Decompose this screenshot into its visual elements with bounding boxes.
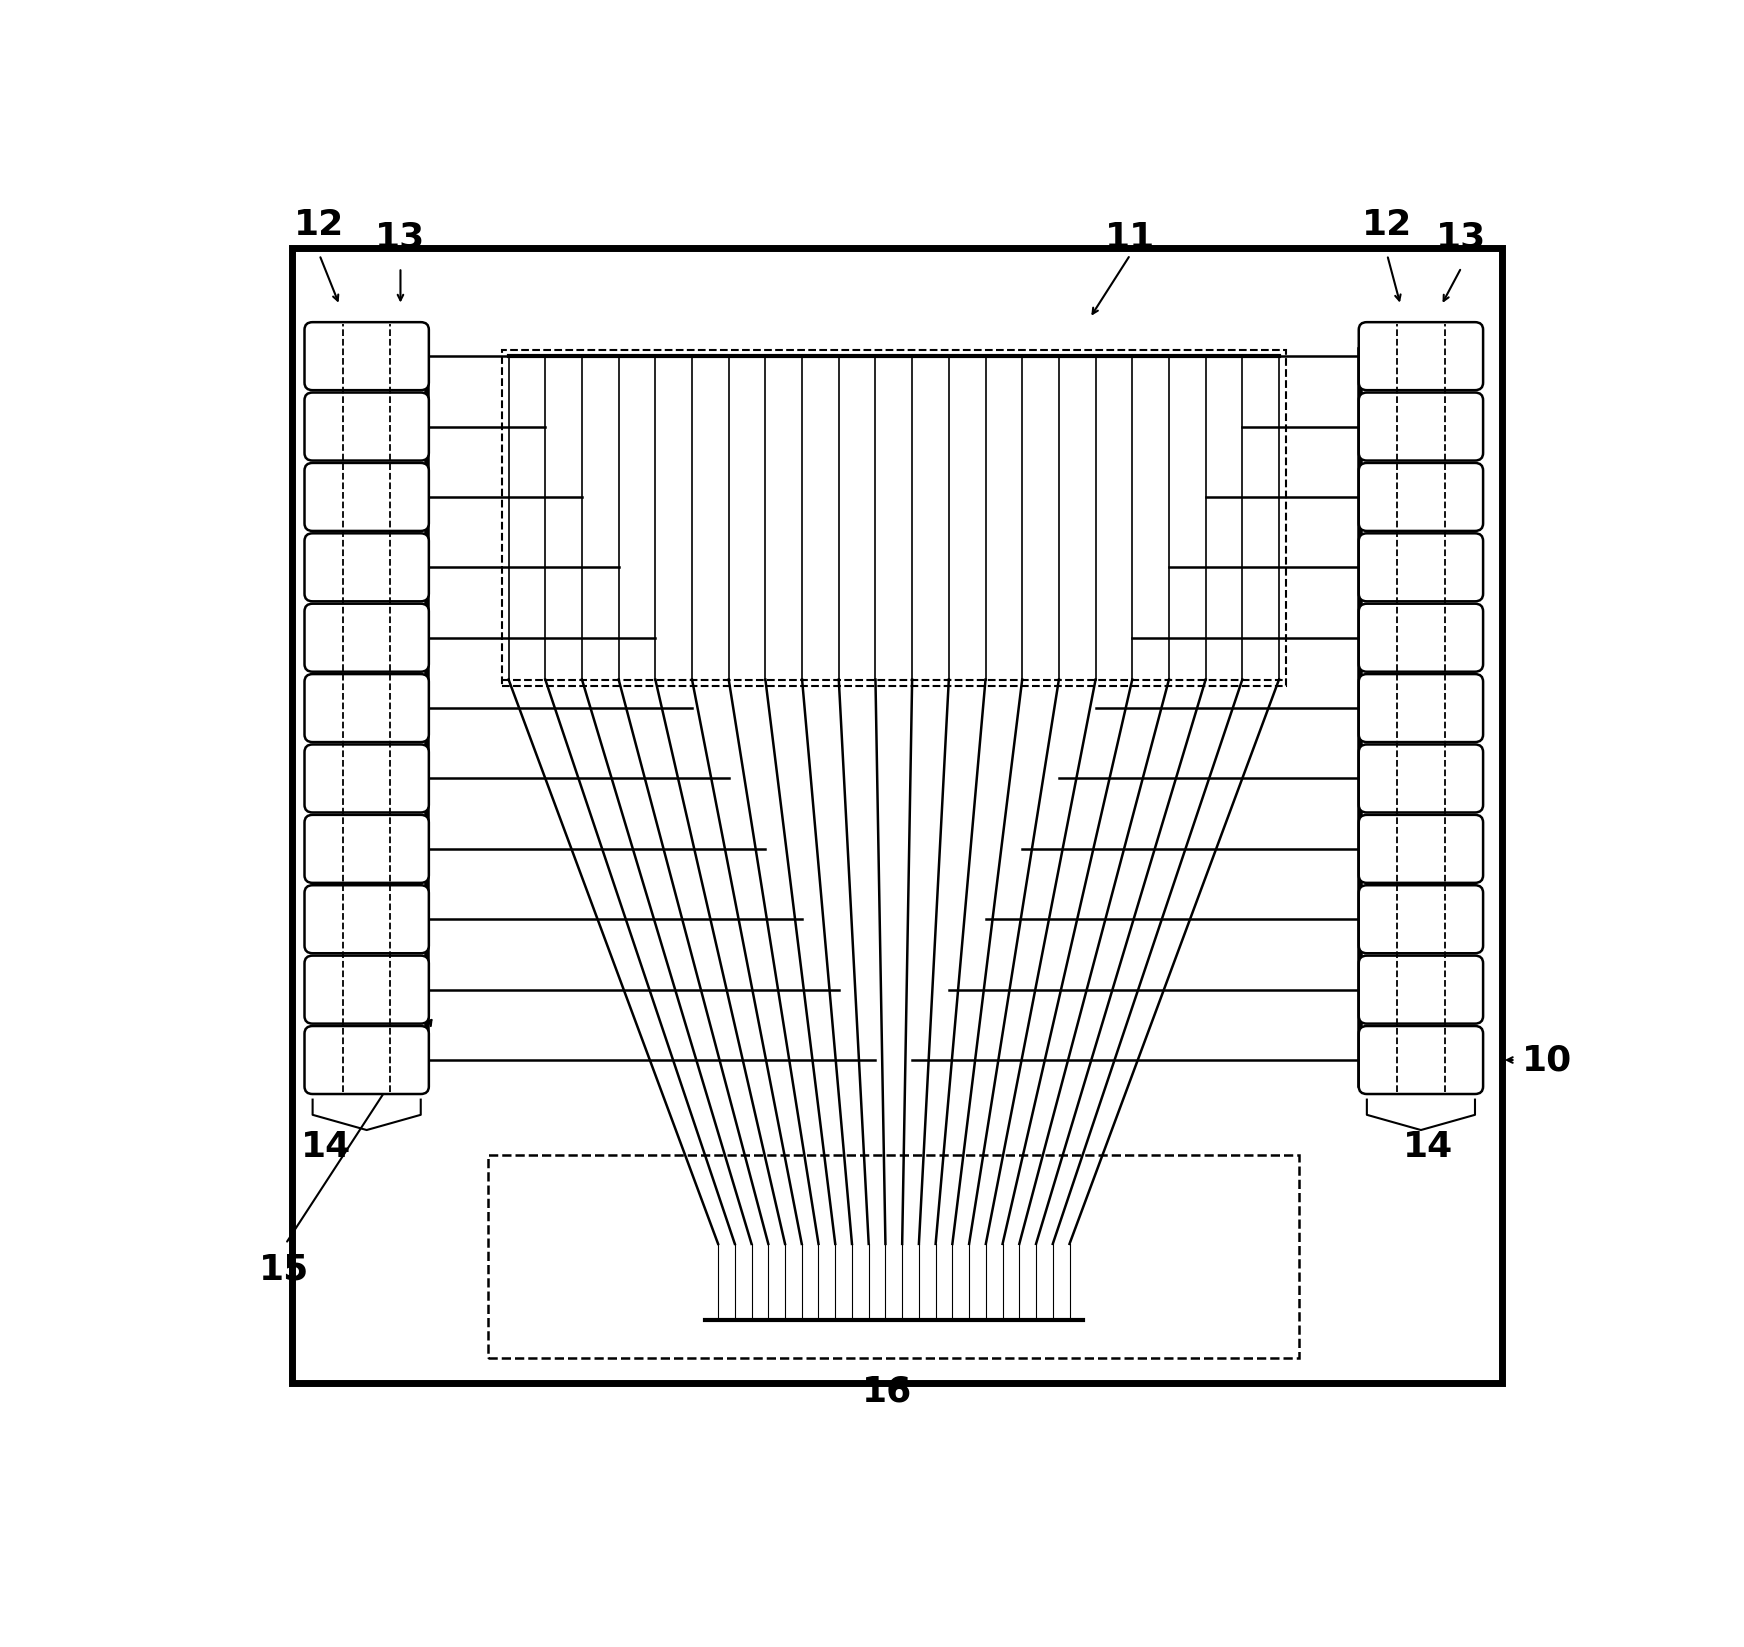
- Text: 16: 16: [862, 1375, 912, 1408]
- FancyBboxPatch shape: [305, 323, 429, 390]
- FancyBboxPatch shape: [293, 249, 1502, 1383]
- FancyBboxPatch shape: [1359, 604, 1482, 672]
- Text: 10: 10: [1523, 1043, 1573, 1077]
- FancyBboxPatch shape: [305, 884, 429, 954]
- Text: 13: 13: [1437, 221, 1486, 255]
- Text: 14: 14: [302, 1130, 351, 1164]
- FancyBboxPatch shape: [1359, 884, 1482, 954]
- FancyBboxPatch shape: [305, 955, 429, 1024]
- FancyBboxPatch shape: [305, 463, 429, 530]
- FancyBboxPatch shape: [1359, 392, 1482, 461]
- Text: 12: 12: [295, 208, 345, 242]
- FancyBboxPatch shape: [1359, 1026, 1482, 1094]
- FancyBboxPatch shape: [305, 815, 429, 883]
- Text: 13: 13: [375, 221, 426, 255]
- Text: 12: 12: [1362, 208, 1413, 242]
- FancyBboxPatch shape: [1359, 744, 1482, 812]
- FancyBboxPatch shape: [1359, 955, 1482, 1024]
- FancyBboxPatch shape: [305, 1026, 429, 1094]
- Text: 15: 15: [258, 1252, 309, 1286]
- FancyBboxPatch shape: [1359, 463, 1482, 530]
- FancyBboxPatch shape: [305, 604, 429, 672]
- FancyBboxPatch shape: [305, 744, 429, 812]
- Text: 14: 14: [1402, 1130, 1453, 1164]
- Text: 11: 11: [1106, 221, 1156, 255]
- FancyBboxPatch shape: [1359, 815, 1482, 883]
- FancyBboxPatch shape: [305, 392, 429, 461]
- FancyBboxPatch shape: [1359, 534, 1482, 601]
- FancyBboxPatch shape: [305, 674, 429, 743]
- FancyBboxPatch shape: [1359, 323, 1482, 390]
- FancyBboxPatch shape: [1359, 674, 1482, 743]
- FancyBboxPatch shape: [305, 534, 429, 601]
